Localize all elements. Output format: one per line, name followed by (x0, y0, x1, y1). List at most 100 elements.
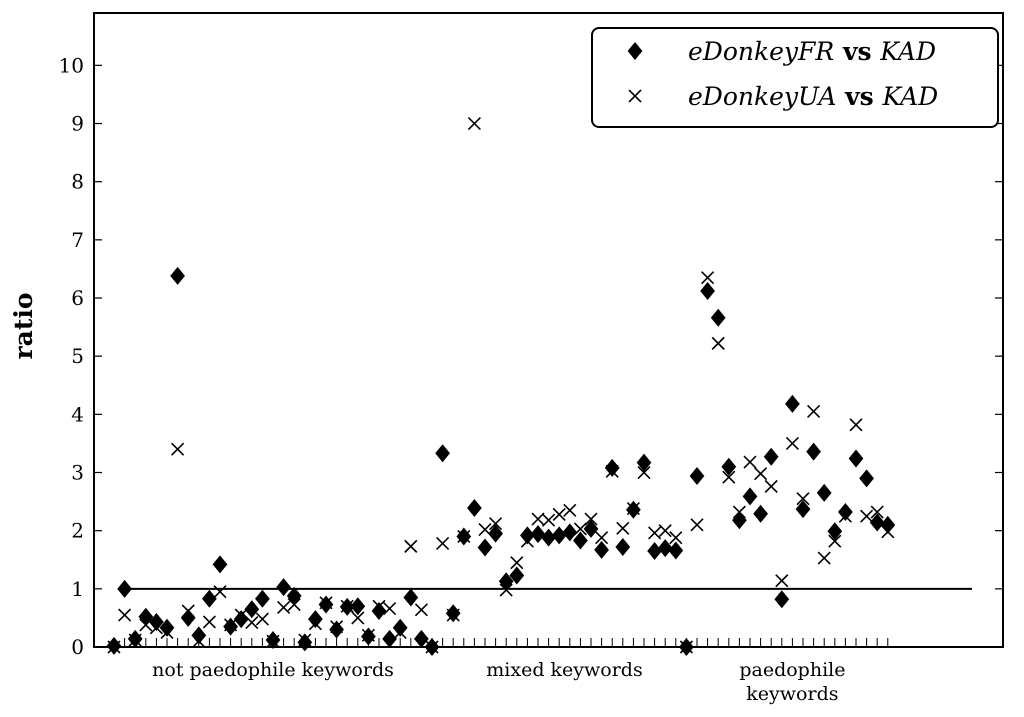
diamond-point (551, 526, 567, 545)
diamond-point (180, 608, 196, 627)
x-point (340, 599, 354, 613)
x-point (584, 512, 598, 526)
diamond-point (859, 469, 874, 488)
diamond-point (732, 511, 747, 530)
x-point-stroke (202, 615, 216, 629)
x-point-stroke (234, 608, 248, 622)
x-point (542, 513, 556, 527)
diamond-point (170, 266, 185, 285)
x-point (775, 574, 789, 588)
legend-label-part: eDonkeyFR (688, 37, 834, 66)
x-point-stroke (340, 599, 354, 613)
x-point-stroke (255, 612, 269, 626)
x-point (404, 539, 418, 553)
x-point (669, 531, 683, 545)
x-point (414, 603, 428, 617)
x-point (255, 612, 269, 626)
diamond-point (509, 566, 525, 585)
diamond-point (838, 503, 853, 522)
x-point (881, 525, 895, 539)
x-point-stroke (775, 574, 789, 588)
diamond-point (212, 555, 228, 574)
x-point-stroke (722, 470, 736, 484)
x-point (552, 507, 566, 521)
x-point-stroke (446, 608, 460, 622)
x-point (372, 599, 386, 613)
x-point (277, 600, 291, 615)
y-tick-label: 9 (71, 112, 84, 136)
x-point-stroke (181, 604, 195, 618)
x-point (743, 455, 757, 469)
x-point-stroke (277, 600, 291, 615)
x-point (722, 470, 736, 484)
x-point (446, 608, 460, 622)
x-point-stroke (478, 522, 492, 537)
diamond-point (467, 498, 482, 517)
x-point-stroke (351, 611, 365, 625)
x-point-stroke (828, 534, 842, 548)
diamond-point (710, 308, 726, 327)
legend-x-marker (628, 89, 642, 103)
diamond-point (721, 457, 737, 476)
y-axis-title: ratio (9, 292, 38, 359)
diamond-point (329, 620, 344, 639)
x-point-stroke (658, 524, 672, 538)
diamond-point (403, 588, 419, 607)
diamond-point (350, 597, 366, 616)
diamond-point (149, 612, 164, 631)
diamond-point (869, 513, 885, 532)
x-point (478, 522, 492, 537)
axis-ticks (94, 64, 1003, 648)
x-point-stroke (605, 464, 619, 478)
x-point-stroke (118, 608, 132, 622)
x-point-stroke (838, 509, 852, 523)
x-point-stroke (245, 616, 259, 630)
x-point (149, 621, 163, 635)
x-point (711, 336, 725, 350)
x-point-stroke (149, 621, 163, 635)
diamond-point (371, 601, 387, 620)
x-point (319, 596, 333, 610)
y-tick-label: 10 (59, 53, 84, 77)
x-point-stroke (648, 526, 662, 540)
x-point-stroke (308, 617, 322, 631)
x-point (616, 521, 630, 535)
legend-x-marker-stroke (628, 89, 642, 103)
diamond-point (689, 466, 705, 485)
x-point-stroke (160, 625, 174, 640)
diamond-point (594, 540, 609, 559)
x-point-stroke (287, 597, 301, 612)
diamond-point (520, 526, 535, 545)
x-point-stroke (330, 620, 344, 634)
diamond-point (382, 629, 397, 648)
diamond-point (806, 442, 821, 461)
x-point-stroke (785, 436, 799, 450)
x-point-stroke (584, 512, 598, 526)
x-point-stroke (213, 585, 227, 599)
x-point-stroke (404, 539, 418, 553)
x-point (754, 467, 768, 481)
x-point-stroke (616, 521, 630, 535)
x-point (605, 464, 619, 478)
x-point-stroke (595, 531, 609, 545)
plot-frame (93, 12, 1004, 648)
x-point (499, 583, 513, 597)
x-point (510, 556, 524, 570)
diamond-point (774, 590, 790, 609)
diamond-point (604, 458, 620, 477)
diamond-point (795, 500, 811, 519)
x-point (531, 512, 545, 526)
x-category-labels: not paedophile keywords mixed keywords pae… (152, 659, 845, 705)
x-point-stroke (573, 522, 587, 536)
x-point (785, 436, 799, 450)
x-point-stroke (817, 551, 831, 565)
diamond-point (191, 626, 207, 645)
diamond-point (880, 515, 896, 534)
x-point-stroke (298, 633, 312, 647)
x-point-stroke (563, 503, 577, 517)
diamond-point (117, 579, 132, 598)
x-point (457, 529, 471, 544)
x-point (489, 517, 503, 531)
x-point-stroke (732, 505, 746, 519)
